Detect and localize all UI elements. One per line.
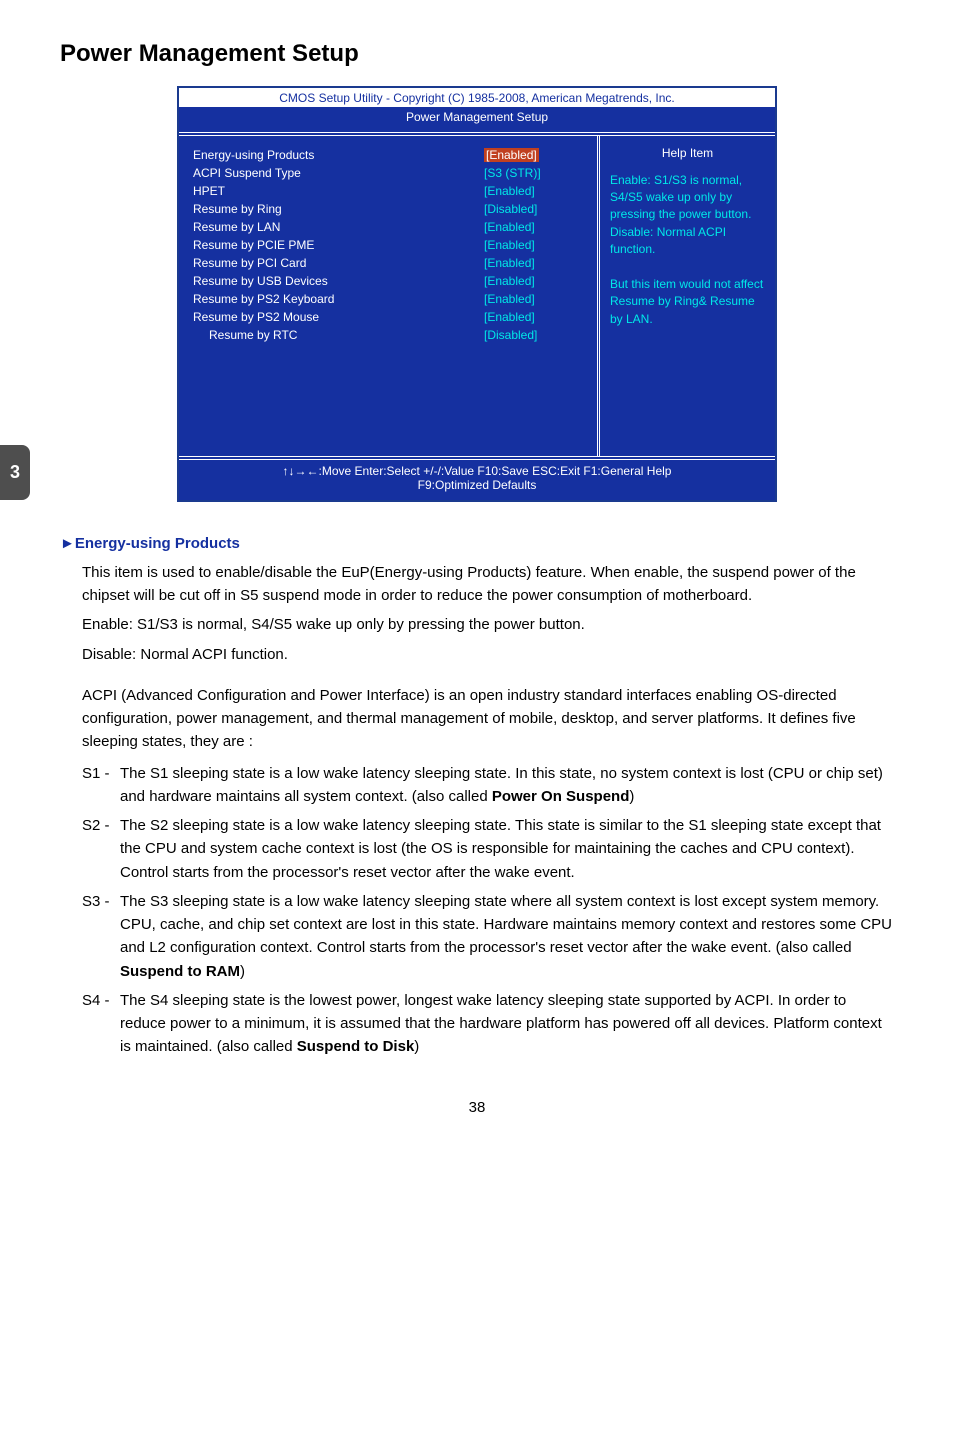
bios-setting-value: [Disabled] [484, 200, 589, 218]
bios-setting-value: [Enabled] [484, 308, 589, 326]
sleep-state-text: The S4 sleeping state is the lowest powe… [120, 989, 894, 1059]
bios-setting-label: Resume by RTC [193, 326, 484, 344]
bios-setting-label: HPET [193, 182, 484, 200]
bios-setting-label: Resume by Ring [193, 200, 484, 218]
bios-setting-value: [Enabled] [484, 254, 589, 272]
bios-setting-row[interactable]: Resume by PS2 Keyboard[Enabled] [193, 290, 589, 308]
bios-body: Energy-using Products[Enabled]ACPI Suspe… [179, 132, 775, 460]
bios-setting-row[interactable]: Resume by PS2 Mouse[Enabled] [193, 308, 589, 326]
section-heading: ►Energy-using Products [60, 532, 894, 555]
sleep-state-label: S2 - [82, 814, 120, 884]
sleep-state-item: S1 - The S1 sleeping state is a low wake… [82, 762, 894, 809]
bios-setting-row[interactable]: Resume by USB Devices[Enabled] [193, 272, 589, 290]
bios-setting-label: Resume by USB Devices [193, 272, 484, 290]
bios-setting-label: Resume by LAN [193, 218, 484, 236]
bios-setting-label: Resume by PS2 Keyboard [193, 290, 484, 308]
bios-setting-value: [Enabled] [484, 182, 589, 200]
sleep-state-text: The S2 sleeping state is a low wake late… [120, 814, 894, 884]
bios-setting-label: ACPI Suspend Type [193, 164, 484, 182]
doc-paragraph: Enable: S1/S3 is normal, S4/S5 wake up o… [82, 613, 894, 636]
bios-setting-row[interactable]: ACPI Suspend Type[S3 (STR)] [193, 164, 589, 182]
bios-header-title: Power Management Setup [179, 107, 775, 132]
bios-setting-label: Energy-using Products [193, 146, 484, 164]
bios-setting-value: [Enabled] [484, 218, 589, 236]
sleep-state-item: S2 - The S2 sleeping state is a low wake… [82, 814, 894, 884]
sleep-state-label: S4 - [82, 989, 120, 1059]
chapter-tab: 3 [0, 445, 30, 500]
bios-help-pane: Help Item Enable: S1/S3 is normal, S4/S5… [600, 136, 775, 456]
page-title: Power Management Setup [60, 40, 894, 68]
page-number: 38 [60, 1099, 894, 1116]
sleep-state-label: S1 - [82, 762, 120, 809]
bios-setting-value: [Enabled] [484, 272, 589, 290]
doc-paragraph: This item is used to enable/disable the … [82, 561, 894, 608]
bios-setting-row[interactable]: Energy-using Products[Enabled] [193, 146, 589, 164]
bios-settings-list: Energy-using Products[Enabled]ACPI Suspe… [179, 136, 600, 456]
bios-help-title: Help Item [610, 146, 765, 160]
sleep-state-text: The S1 sleeping state is a low wake late… [120, 762, 894, 809]
sleep-state-label: S3 - [82, 890, 120, 983]
bios-setting-value: [Enabled] [484, 290, 589, 308]
doc-paragraph: ACPI (Advanced Configuration and Power I… [82, 684, 894, 754]
bios-setting-label: Resume by PS2 Mouse [193, 308, 484, 326]
bios-setting-row[interactable]: Resume by RTC[Disabled] [193, 326, 589, 344]
bios-setting-value: [Disabled] [484, 326, 589, 344]
bios-header-copyright: CMOS Setup Utility - Copyright (C) 1985-… [179, 88, 775, 107]
bios-setting-label: Resume by PCIE PME [193, 236, 484, 254]
sleep-state-item: S4 - The S4 sleeping state is the lowest… [82, 989, 894, 1059]
bios-setting-value: [S3 (STR)] [484, 164, 589, 182]
doc-paragraph: Disable: Normal ACPI function. [82, 643, 894, 666]
bios-setting-row[interactable]: Resume by PCI Card[Enabled] [193, 254, 589, 272]
sleep-state-item: S3 - The S3 sleeping state is a low wake… [82, 890, 894, 983]
bios-setting-row[interactable]: Resume by PCIE PME[Enabled] [193, 236, 589, 254]
bios-header: CMOS Setup Utility - Copyright (C) 1985-… [179, 88, 775, 132]
bios-panel: CMOS Setup Utility - Copyright (C) 1985-… [177, 86, 777, 502]
doc-body: ►Energy-using Products This item is used… [60, 532, 894, 1059]
bios-footer: ↑↓→←:Move Enter:Select +/-/:Value F10:Sa… [179, 460, 775, 500]
bios-setting-label: Resume by PCI Card [193, 254, 484, 272]
bios-setting-row[interactable]: HPET[Enabled] [193, 182, 589, 200]
bios-setting-value: [Enabled] [484, 146, 589, 164]
bios-setting-value: [Enabled] [484, 236, 589, 254]
sleep-state-text: The S3 sleeping state is a low wake late… [120, 890, 894, 983]
bios-setting-row[interactable]: Resume by Ring[Disabled] [193, 200, 589, 218]
bios-help-body: Enable: S1/S3 is normal, S4/S5 wake up o… [610, 172, 765, 329]
bios-setting-row[interactable]: Resume by LAN[Enabled] [193, 218, 589, 236]
